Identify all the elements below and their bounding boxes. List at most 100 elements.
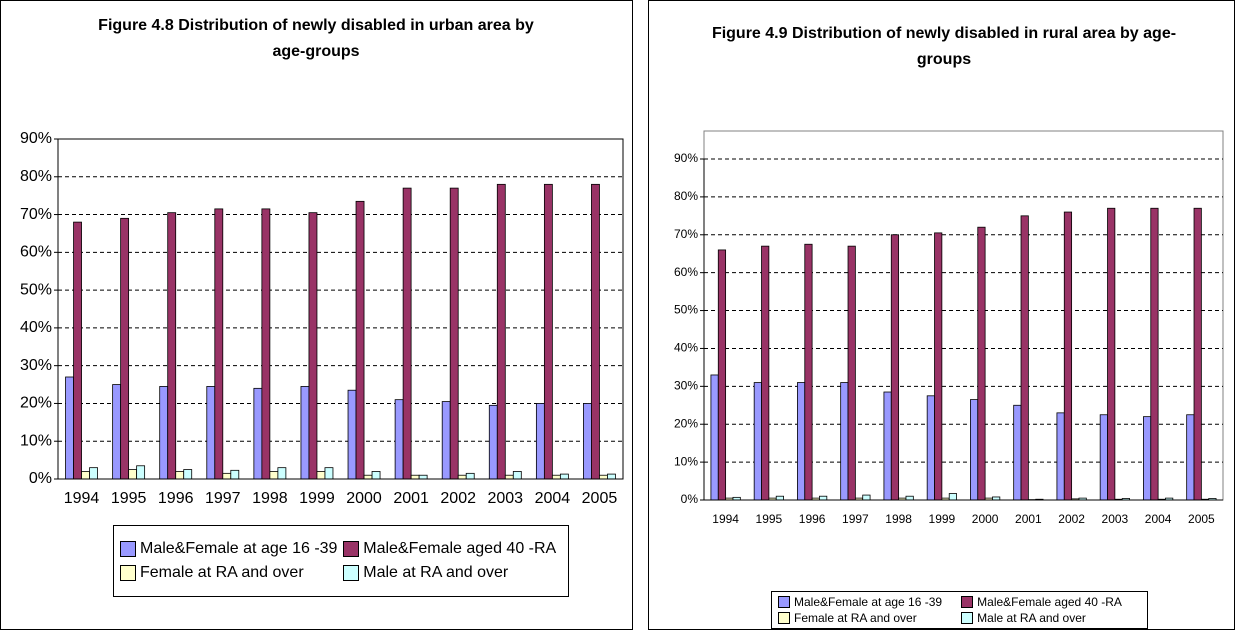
bar [847, 245, 856, 501]
bar [1186, 414, 1195, 501]
legend-swatch [120, 541, 136, 557]
x-tick-label: 1996 [799, 512, 826, 526]
x-tick-label: 2001 [1015, 512, 1042, 526]
bar [804, 243, 813, 501]
bar [819, 495, 828, 501]
y-tick-label: 10% [20, 432, 52, 449]
legend-label: Female at RA and over [794, 611, 917, 625]
x-tick-label: 1996 [158, 490, 194, 507]
bar [363, 474, 373, 480]
bar [159, 386, 169, 480]
y-tick-label: 70% [20, 206, 52, 223]
bar [775, 495, 784, 501]
bar [607, 473, 616, 480]
legend-swatch [120, 565, 136, 581]
x-tick-label: 1997 [842, 512, 869, 526]
x-tick-label: 1997 [205, 490, 241, 507]
bar [89, 467, 98, 480]
legend-label: Male&Female at age 16 -39 [140, 540, 338, 557]
y-tick-label: 80% [20, 168, 52, 185]
bar [175, 471, 185, 480]
bar [112, 384, 122, 480]
y-tick-label: 60% [20, 244, 52, 261]
y-tick-label: 50% [674, 303, 698, 317]
x-tick-label: 1999 [299, 490, 335, 507]
legend-item: Male&Female at age 16 -39 [120, 540, 343, 558]
bar [230, 469, 240, 480]
chart: 0% 10% 20% 30% 40% 50% 60% 70% 80% 90% 1994 1995 199… [674, 130, 1224, 526]
x-tick-label: 1995 [111, 490, 147, 507]
y-tick-label: 30% [674, 379, 698, 393]
x-tick-label: 2002 [440, 490, 476, 507]
bar [761, 245, 770, 501]
bar [316, 471, 326, 480]
bar [73, 221, 82, 480]
x-tick-label: 2001 [393, 490, 429, 507]
y-tick-label: 80% [674, 189, 698, 203]
bar [300, 386, 310, 480]
chart-title: Figure 4.8 Distribution of newly disable… [98, 17, 534, 60]
legend-swatch [343, 541, 360, 557]
legend-item: Male&Female aged 40 -RA [961, 595, 1141, 609]
bar [120, 217, 130, 480]
bar [883, 391, 892, 501]
bar [551, 474, 561, 480]
bar [890, 234, 900, 501]
bar [136, 465, 146, 480]
x-tick-label: 2000 [972, 512, 999, 526]
bar [457, 474, 467, 480]
bar [206, 386, 216, 480]
bar [970, 399, 979, 501]
bar [81, 471, 90, 480]
legend-item: Female at RA and over [778, 611, 961, 625]
y-tick-label: 60% [674, 265, 698, 279]
bar [308, 212, 318, 480]
legend: Male&Female at age 16 -39 Male&Female age… [113, 525, 569, 597]
legend-label: Male at RA and over [363, 564, 509, 581]
legend-item: Male at RA and over [343, 564, 562, 582]
bar [1193, 207, 1202, 501]
y-tick-label: 20% [20, 395, 52, 412]
bar [394, 399, 404, 480]
bar [1056, 412, 1065, 501]
bar [905, 495, 914, 501]
x-tick-label: 2003 [487, 490, 523, 507]
x-tick-label: 2005 [582, 490, 618, 507]
y-tick-label: 40% [20, 319, 52, 336]
legend-item: Female at RA and over [120, 564, 343, 582]
x-tick-label: 2004 [535, 490, 571, 507]
bar [543, 183, 553, 480]
y-tick-label: 70% [674, 227, 698, 241]
bar [128, 469, 138, 480]
bar [535, 403, 545, 480]
legend-item: Male&Female at age 16 -39 [778, 595, 961, 609]
bar [717, 249, 727, 501]
y-tick-label: 20% [674, 416, 698, 430]
legend-swatch [343, 565, 360, 581]
y-tick-label: 90% [674, 151, 698, 165]
y-tick-label: 40% [674, 341, 698, 355]
bar [1063, 211, 1073, 501]
y-tick-label: 90% [20, 130, 52, 147]
legend-item: Male at RA and over [961, 611, 1141, 625]
bar [253, 387, 263, 480]
legend-label: Female at RA and over [140, 564, 304, 581]
bar [449, 187, 459, 480]
bar [583, 403, 592, 480]
bar [1107, 207, 1116, 501]
bar [1143, 416, 1152, 501]
bar [465, 472, 475, 480]
bar [559, 473, 569, 480]
bar [1020, 215, 1029, 501]
legend-label: Male&Female aged 40 -RA [363, 540, 557, 557]
plot-frame [703, 130, 1224, 501]
bar [977, 226, 986, 501]
y-tick-label: 50% [20, 281, 52, 298]
bar [347, 389, 357, 480]
legend: Male&Female at age 16 -39 Male&Female age… [771, 591, 1148, 629]
y-tick-label: 0% [29, 470, 52, 487]
bar [167, 212, 177, 480]
chart-panel: Figure 4.8 Distribution of newly disable… [0, 0, 633, 630]
bar [65, 376, 74, 480]
